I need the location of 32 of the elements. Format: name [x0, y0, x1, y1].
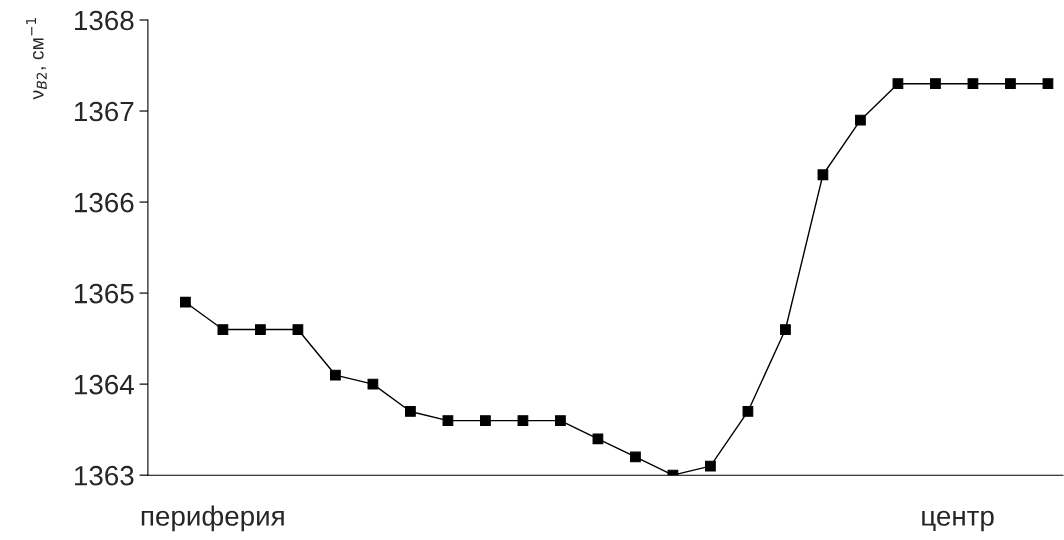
point [1042, 78, 1054, 90]
point [517, 415, 529, 426]
point [705, 460, 716, 472]
text: центр [922, 510, 994, 532]
y-tick-label: 1364 [75, 374, 134, 395]
point [742, 406, 754, 417]
point [592, 433, 604, 445]
y-tick-label: 1368 [75, 10, 134, 31]
point [330, 369, 341, 381]
point [930, 78, 941, 90]
y-tick-label: 1363 [75, 465, 134, 486]
point [367, 378, 379, 390]
point [817, 169, 829, 181]
point [405, 406, 416, 417]
point [555, 415, 566, 426]
y-tick-label: 1366 [75, 192, 134, 213]
point [780, 324, 791, 335]
point [1005, 78, 1016, 90]
point [442, 415, 454, 426]
point [292, 324, 304, 335]
point [630, 451, 641, 463]
point [255, 324, 266, 335]
point [855, 114, 866, 126]
text: периферия [141, 505, 284, 532]
point [217, 324, 229, 335]
y-axis-title: ν$_{B2}$, см$^{−1}$ [26, 18, 47, 100]
point [892, 78, 904, 90]
point [967, 78, 979, 90]
y-tick-label: 1365 [75, 283, 134, 304]
point [180, 296, 191, 308]
y-tick-label: 1367 [75, 101, 134, 122]
point [480, 415, 491, 426]
